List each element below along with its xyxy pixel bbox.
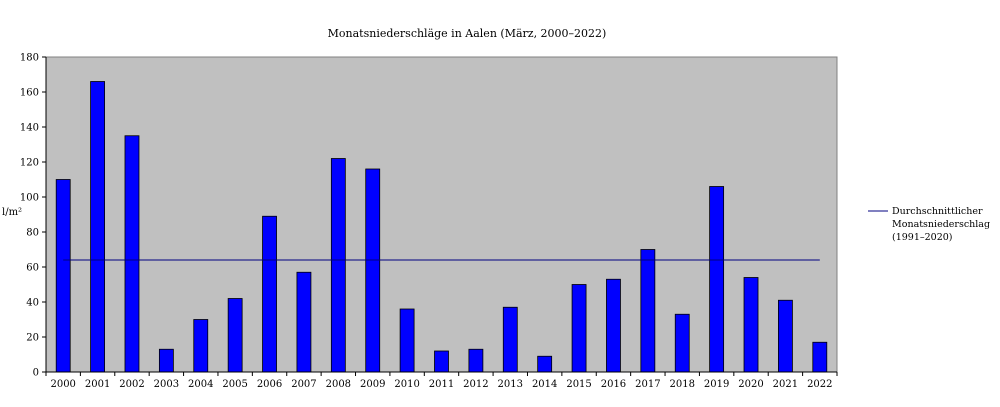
y-tick-label: 20	[26, 333, 39, 344]
bar-2015	[571, 284, 587, 373]
bar-2013	[502, 306, 518, 373]
x-tick-label: 2002	[119, 379, 144, 390]
axes	[42, 56, 838, 376]
bar-2001	[90, 81, 105, 373]
x-tick-label: 2003	[154, 379, 179, 390]
x-tick-label: 2019	[704, 379, 729, 390]
x-tick-label: 2008	[326, 379, 351, 390]
x-tick-label: 2017	[635, 379, 660, 390]
x-tick-label: 2009	[360, 379, 385, 390]
y-tick-label: 60	[26, 263, 39, 274]
bar-2006	[262, 215, 277, 373]
x-tick-label: 2020	[738, 379, 763, 390]
x-tick-label: 2005	[222, 379, 247, 390]
bar-2012	[468, 348, 484, 373]
bar-2020	[743, 277, 759, 373]
y-tick-label: 40	[26, 298, 39, 309]
x-tick-label: 2012	[463, 379, 488, 390]
legend-label-line-1: Durchschnittlicher	[892, 206, 983, 217]
y-tick-label: 140	[20, 123, 39, 134]
x-tick-label: 2016	[601, 379, 626, 390]
x-tick-label: 2011	[429, 379, 454, 390]
x-tick-label: 2013	[498, 379, 523, 390]
y-tick-label: 0	[33, 368, 39, 379]
x-tick-labels: 2000 2001 2002 2003 2004 2005 2006 2007 2008 2009…	[50, 379, 832, 390]
x-tick-label: 2015	[566, 379, 591, 390]
bar-2009	[365, 168, 381, 373]
x-tick-label: 2006	[257, 379, 282, 390]
bar-2003	[158, 348, 174, 373]
x-tick-label: 2001	[85, 379, 110, 390]
bar-2014	[537, 355, 553, 373]
y-tick-label: 80	[26, 228, 39, 239]
y-tick-label: 180	[20, 53, 39, 64]
x-tick-label: 2022	[807, 379, 832, 390]
bar-2021	[778, 299, 793, 373]
bar-2016	[606, 278, 621, 373]
bars	[55, 81, 828, 373]
bar-2022	[812, 341, 828, 373]
y-axis-label: l/m²	[2, 207, 22, 218]
x-tick-label: 2018	[670, 379, 695, 390]
bar-2017	[640, 249, 656, 373]
bar-2011	[434, 350, 449, 373]
x-tick-label: 2007	[291, 379, 316, 390]
bar-2007	[296, 271, 312, 373]
x-tick-label: 2010	[394, 379, 419, 390]
x-tick-label: 2014	[532, 379, 557, 390]
legend-label-line-2: Monatsniederschlag	[892, 219, 990, 230]
x-tick-label: 2000	[50, 379, 75, 390]
x-tick-label: 2021	[773, 379, 798, 390]
legend: Durchschnittlicher Monatsniederschlag (1…	[868, 206, 990, 243]
bar-2000	[55, 179, 71, 373]
bar-2018	[674, 313, 690, 373]
x-tick-label: 2004	[188, 379, 213, 390]
bar-2008	[330, 158, 346, 373]
plot-area	[45, 56, 838, 373]
y-tick-labels: 0 20 40 60 80 100 120 140 160 180	[20, 53, 39, 379]
bar-2019	[709, 186, 725, 373]
bar-2002	[124, 135, 140, 373]
y-tick-label: 160	[20, 88, 39, 99]
bar-2010	[399, 308, 415, 373]
bar-2004	[193, 319, 209, 373]
chart-title: Monatsniederschläge in Aalen (März, 2000…	[328, 27, 607, 40]
y-tick-label: 120	[20, 158, 39, 169]
bar-2005	[227, 298, 243, 373]
legend-label-line-3: (1991–2020)	[892, 232, 953, 243]
y-tick-label: 100	[20, 193, 39, 204]
